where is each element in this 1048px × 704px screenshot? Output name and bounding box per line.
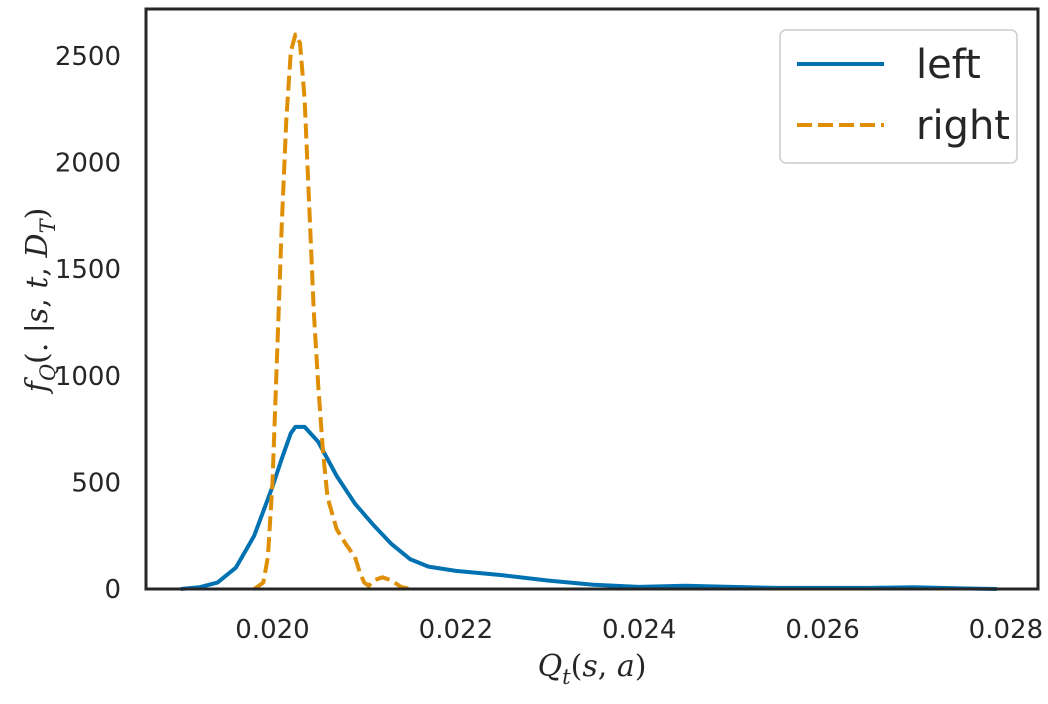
- y-tick-label: 2500: [55, 42, 121, 72]
- legend: left right: [779, 29, 1018, 164]
- x-axis-label: Qt(s, a): [538, 649, 647, 689]
- x-tick-label: 0.026: [785, 615, 859, 645]
- legend-label-left: left: [916, 42, 981, 88]
- x-tick-label: 0.020: [235, 615, 309, 645]
- series-line-right: [253, 32, 411, 591]
- y-tick-label: 2000: [55, 149, 121, 179]
- legend-label-right: right: [916, 103, 1010, 149]
- y-tick-label: 500: [71, 468, 121, 498]
- x-tick-labels: 0.020 0.022 0.024 0.026 0.028: [235, 615, 1043, 645]
- y-tick-label: 1000: [55, 362, 121, 392]
- y-tick-label: 1500: [55, 255, 121, 285]
- y-axis-label: fQ(. |s, t, DT): [20, 208, 60, 395]
- x-tick-label: 0.022: [419, 615, 493, 645]
- y-tick-labels: 0 500 1000 1500 2000 2500: [55, 42, 121, 605]
- plot-frame: [144, 7, 1040, 591]
- series-line-left: [180, 424, 997, 591]
- x-tick-label: 0.028: [969, 615, 1043, 645]
- y-tick-label: 0: [104, 575, 121, 605]
- x-tick-label: 0.024: [602, 615, 676, 645]
